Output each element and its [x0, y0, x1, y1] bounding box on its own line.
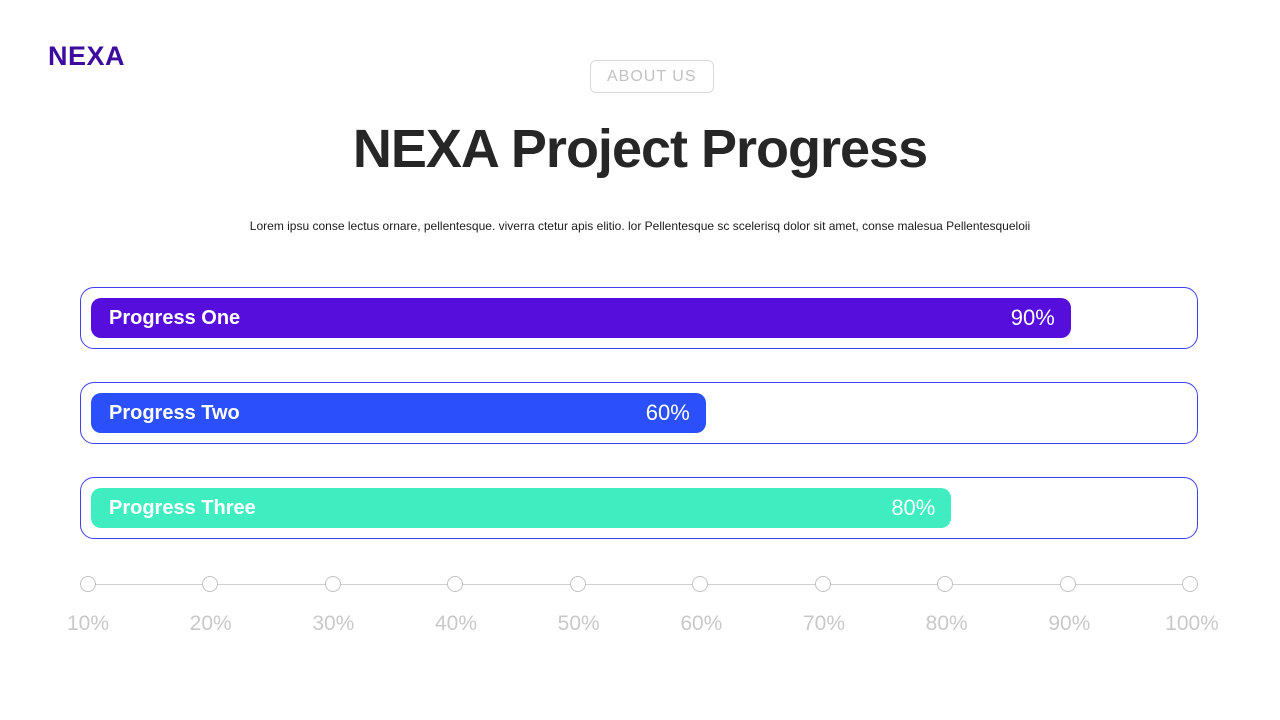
about-us-button[interactable]: ABOUT US [590, 60, 714, 93]
progress-row: Progress Two 60% [80, 382, 1198, 444]
scale-tick-label: 30% [312, 612, 355, 635]
scale-tick-label: 10% [66, 612, 110, 635]
scale-tick-label: 80% [925, 612, 968, 635]
scale-dot [324, 576, 341, 592]
progress-row: Progress Three 80% [80, 477, 1198, 539]
progress-percent: 90% [1010, 305, 1055, 330]
scale-tick-label: 100% [1165, 612, 1219, 635]
brand-logo[interactable]: NEXA [48, 41, 126, 71]
scale-dot [80, 576, 96, 592]
progress-fill: Progress Two 60% [91, 393, 706, 433]
page-title: NEXA Project Progress [352, 119, 928, 179]
scale-dot [692, 576, 709, 592]
progress-percent: 80% [891, 495, 936, 520]
progress-list: Progress One 90% Progress Two 60% Progress T… [80, 287, 1198, 572]
progress-label: Progress Three [109, 496, 256, 519]
scale-dot [1182, 576, 1198, 592]
scale-tick-label: 90% [1048, 612, 1091, 635]
scale-tick-label: 40% [434, 612, 478, 635]
progress-fill: Progress Three 80% [91, 488, 952, 528]
progress-label: Progress Two [109, 401, 240, 424]
scale-dot [1059, 576, 1076, 592]
progress-label: Progress One [109, 306, 241, 329]
progress-row: Progress One 90% [80, 287, 1198, 349]
progress-fill: Progress One 90% [91, 298, 1071, 338]
scale-dot [202, 576, 219, 592]
scale-dot [447, 576, 464, 592]
percentage-scale [80, 576, 1198, 592]
progress-percent: 60% [645, 400, 690, 425]
scale-dot [937, 576, 954, 592]
scale-axis-line [88, 584, 1190, 585]
scale-dot [569, 576, 586, 592]
scale-tick-labels: 10% 20% 30% 40% 50% 60% 70% 80% 90% 100% [67, 612, 1219, 638]
scale-dot [814, 576, 831, 592]
page-subtitle: Lorem ipsu conse lectus ornare, pellente… [249, 219, 1031, 233]
scale-tick-label: 70% [802, 612, 846, 635]
scale-tick-label: 50% [557, 612, 600, 635]
scale-dots [80, 576, 1198, 592]
scale-tick-label: 20% [189, 612, 232, 635]
scale-tick-label: 60% [680, 612, 723, 635]
